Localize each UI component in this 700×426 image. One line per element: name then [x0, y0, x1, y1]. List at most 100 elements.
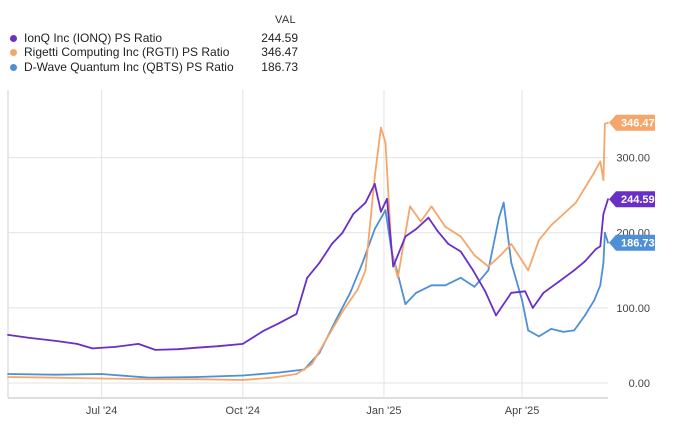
data-point	[361, 261, 364, 264]
data-point	[91, 347, 94, 350]
data-point	[415, 291, 418, 294]
data-point	[271, 376, 273, 379]
x-tick-label: Jan '25	[366, 405, 401, 417]
data-point	[584, 314, 586, 317]
legend-dot-icon	[10, 49, 17, 56]
data-point	[538, 335, 540, 338]
data-point	[137, 343, 140, 345]
end-value-tag	[609, 191, 655, 208]
data-point	[177, 348, 180, 351]
data-point	[473, 285, 476, 288]
legend-label: IonQ Inc (IONQ) PS Ratio	[24, 31, 163, 45]
data-point	[195, 378, 198, 381]
data-point	[607, 241, 609, 244]
data-point	[607, 121, 609, 124]
data-point	[584, 186, 586, 189]
data-point	[521, 299, 523, 302]
data-point	[54, 376, 57, 379]
data-point	[278, 371, 281, 374]
data-point	[295, 373, 298, 375]
chart-legend: VAL IonQ Inc (IONQ) PS Ratio 244.59 Rige…	[0, 0, 700, 80]
data-point	[352, 213, 355, 215]
data-point	[459, 250, 462, 253]
data-point	[404, 303, 407, 305]
data-point	[510, 261, 513, 264]
data-point	[524, 290, 526, 293]
data-point	[217, 345, 220, 348]
data-point	[241, 379, 244, 381]
data-point	[100, 373, 103, 375]
legend-label: D-Wave Quantum Inc (QBTS) PS Ratio	[24, 60, 234, 74]
data-point	[427, 216, 430, 219]
data-point	[364, 201, 367, 204]
legend-value: 244.59	[261, 31, 298, 45]
data-point	[330, 243, 333, 245]
data-point	[594, 248, 597, 251]
data-point	[527, 329, 530, 332]
data-point	[7, 334, 9, 336]
legend-item-rgti[interactable]: Rigetti Computing Inc (RGTI) PS Ratio 34…	[8, 45, 298, 61]
end-value-tags: 244.59 346.47 186.73	[609, 114, 655, 251]
data-point	[599, 160, 602, 163]
data-point	[599, 284, 602, 287]
legend-item-ionq[interactable]: IonQ Inc (IONQ) PS Ratio 244.59	[8, 31, 298, 47]
data-point	[604, 122, 606, 125]
data-point	[195, 376, 198, 378]
data-point	[384, 141, 387, 144]
data-point	[373, 175, 376, 178]
x-axis-ticks: Jul '24 Oct '24 Jan '25 Apr '25	[86, 405, 539, 417]
data-point	[550, 328, 553, 330]
data-point	[419, 220, 422, 223]
end-value-tag	[609, 114, 655, 131]
data-point	[510, 291, 513, 294]
data-point	[318, 261, 321, 264]
data-point	[459, 235, 462, 238]
data-point	[542, 291, 545, 294]
data-point	[76, 343, 78, 345]
data-point	[349, 291, 352, 294]
data-point	[100, 377, 103, 380]
data-point	[148, 378, 151, 381]
data-point	[459, 276, 462, 279]
data-point	[373, 183, 376, 185]
data-point	[373, 228, 376, 230]
data-point	[392, 265, 395, 268]
data-point	[430, 284, 433, 287]
data-point	[154, 349, 157, 351]
x-tick-label: Oct '24	[226, 405, 261, 417]
data-point	[484, 290, 487, 293]
end-value-label: 244.59	[621, 194, 655, 206]
data-point	[584, 260, 586, 263]
grid	[7, 90, 608, 399]
legend-dot-icon	[10, 35, 17, 42]
data-point	[396, 276, 399, 279]
data-point	[436, 230, 439, 233]
data-point	[386, 198, 388, 200]
data-point	[241, 343, 244, 345]
data-point	[550, 224, 553, 227]
data-point	[241, 374, 244, 377]
data-point	[341, 231, 344, 234]
data-point	[114, 346, 117, 348]
data-point	[409, 205, 411, 208]
data-point	[502, 201, 505, 204]
legend-item-qbts[interactable]: D-Wave Quantum Inc (QBTS) PS Ratio 186.7…	[8, 60, 298, 76]
legend-value: 186.73	[261, 60, 298, 74]
y-tick-label: 300.00	[616, 153, 650, 165]
data-point	[295, 313, 298, 315]
data-point	[510, 243, 513, 245]
data-point	[573, 269, 576, 272]
data-point	[607, 198, 609, 201]
data-point	[278, 322, 281, 324]
data-point	[495, 314, 497, 317]
legend-dot-icon	[10, 64, 17, 71]
data-point	[447, 243, 450, 245]
data-point	[527, 269, 530, 272]
data-point	[430, 205, 433, 208]
series-line-0	[7, 183, 609, 351]
data-point	[7, 373, 9, 375]
y-tick-label: 100.00	[616, 303, 650, 315]
data-point	[562, 213, 565, 215]
